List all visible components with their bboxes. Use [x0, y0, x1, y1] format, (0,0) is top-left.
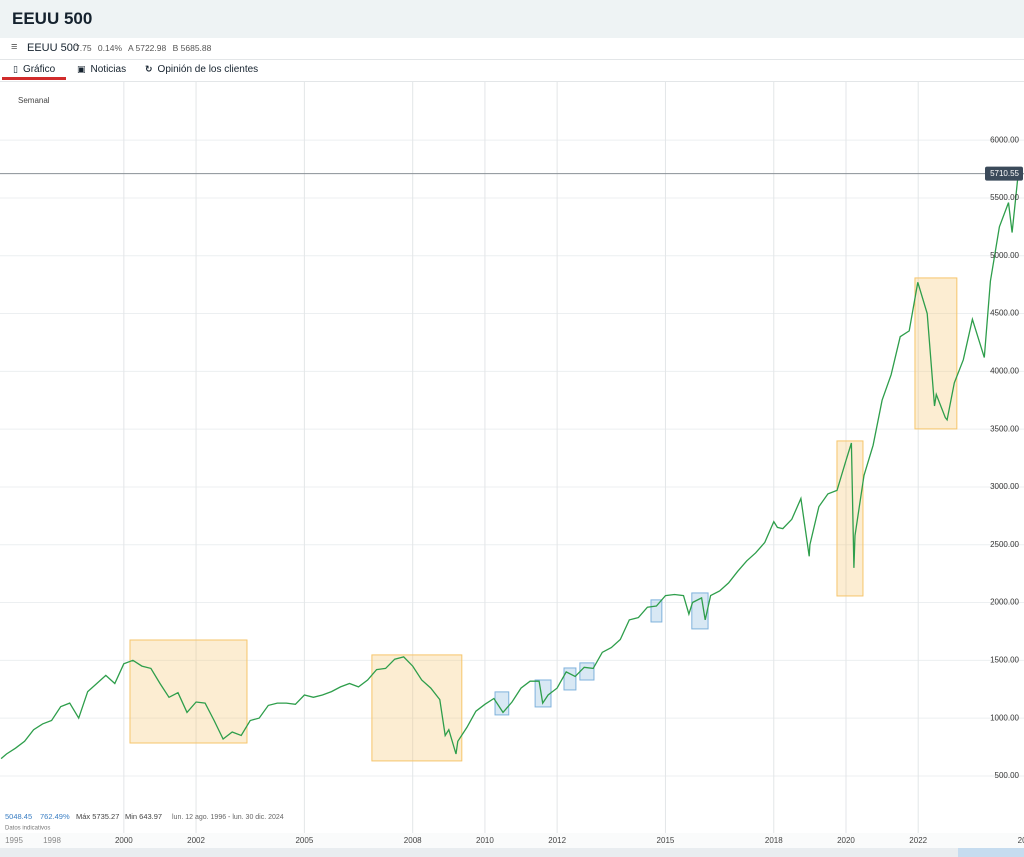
highlight-zone: [371, 654, 463, 762]
x-tick-label: 2020: [837, 836, 855, 845]
y-tick-label: 2500.00: [990, 540, 1019, 549]
navigator-window: [958, 848, 1024, 857]
menu-icon[interactable]: ≡: [11, 41, 18, 53]
symbol[interactable]: EEUU 500: [27, 42, 79, 54]
y-tick-label: 3500.00: [990, 424, 1019, 433]
x-tick-label: 2010: [476, 836, 494, 845]
stat-range: lun. 12 ago. 1996 - lun. 30 dic. 2024: [172, 814, 284, 821]
highlight-zone: [129, 639, 248, 744]
change: 7.75: [75, 43, 92, 53]
tab[interactable]: ↻ Opinión de los clientes: [145, 64, 259, 75]
x-tick-label: 2022: [909, 836, 927, 845]
navigator-label: 1995: [5, 836, 23, 845]
quote-numbers: 7.75 0.14% A 5722.98 B 5685.88: [75, 43, 215, 53]
active-tab-indicator: [2, 77, 66, 80]
tab-label: Noticias: [90, 64, 127, 75]
tab[interactable]: ▣ Noticias: [77, 64, 127, 75]
stat-max: Máx 5735.27: [76, 812, 119, 821]
x-axis-strip: [0, 833, 1024, 848]
y-tick-label: 2000.00: [990, 598, 1019, 607]
y-tick-label: 6000.00: [990, 135, 1019, 144]
x-tick-label: 2018: [765, 836, 783, 845]
y-tick-label: 4000.00: [990, 366, 1019, 375]
y-tick-label: 500.00: [995, 771, 1020, 780]
ask: A 5722.98: [127, 43, 167, 53]
page-title: EEUU 500: [12, 9, 93, 28]
price-line: [0, 173, 1024, 760]
x-tick-label: 2002: [187, 836, 205, 845]
change-pct: 0.14%: [97, 43, 123, 53]
chart-subtitle: Semanal: [18, 96, 50, 105]
current-price-label: 5710.55: [990, 169, 1019, 178]
highlight-zone: [650, 599, 663, 623]
navigator-label: 1998: [43, 836, 61, 845]
highlight-zone: [836, 440, 864, 597]
highlight-zone: [691, 592, 709, 630]
highlight-zone: [914, 277, 958, 430]
highlight-zone: [563, 667, 577, 691]
stat-last: 5048.45: [5, 812, 32, 821]
x-tick-label: 2005: [295, 836, 313, 845]
top-bar: EEUU 500: [0, 0, 1024, 38]
y-tick-label: 5000.00: [990, 251, 1019, 260]
stat-note: Datos indicativos: [5, 826, 50, 832]
x-tick-label: 2000: [115, 836, 133, 845]
stat-min: Min 643.97: [125, 812, 162, 821]
tab-label: Opinión de los clientes: [157, 64, 259, 75]
y-tick-label: 5500.00: [990, 193, 1019, 202]
x-tick-label: 2025: [1018, 836, 1024, 845]
highlight-zone: [579, 662, 595, 681]
bid: B 5685.88: [172, 43, 212, 53]
tab[interactable]: ▯ Gráfico: [13, 64, 56, 75]
quote-bar: ≡ EEUU 500 7.75 0.14% A 5722.98 B 5685.8…: [0, 38, 1024, 60]
x-tick-label: 2008: [404, 836, 422, 845]
navigator: [0, 848, 1024, 857]
y-tick-label: 4500.00: [990, 309, 1019, 318]
stat-change: 762.49%: [40, 812, 70, 821]
chart: Semanal 5710.55 500.00 1000.00 1500.00 2000.…: [0, 82, 1024, 857]
x-tick-label: 2015: [657, 836, 675, 845]
y-tick-label: 1500.00: [990, 655, 1019, 664]
current-price-tag: [985, 166, 1023, 181]
tab-label: Gráfico: [22, 64, 56, 75]
y-tick-label: 1000.00: [990, 713, 1019, 722]
x-tick-label: 2012: [548, 836, 566, 845]
tabs: ▯ Gráfico ▣ Noticias ↻ Opinión de los clien…: [0, 60, 1024, 82]
y-tick-label: 3000.00: [990, 482, 1019, 491]
